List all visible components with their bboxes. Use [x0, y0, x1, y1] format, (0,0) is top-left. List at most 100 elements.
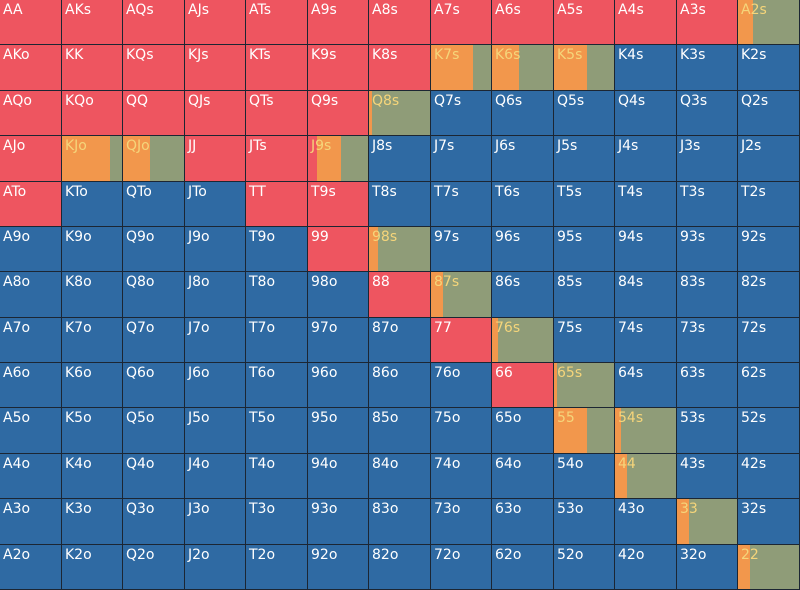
hand-cell-q5s[interactable]: Q5s — [554, 91, 615, 136]
hand-cell-64o[interactable]: 64o — [492, 454, 554, 499]
hand-cell-j6o[interactable]: J6o — [185, 363, 246, 408]
hand-cell-t3o[interactable]: T3o — [246, 499, 308, 545]
hand-cell-72s[interactable]: 72s — [738, 318, 800, 363]
hand-cell-84o[interactable]: 84o — [369, 454, 431, 499]
hand-cell-k9o[interactable]: K9o — [62, 227, 123, 272]
hand-cell-kts[interactable]: KTs — [246, 45, 308, 91]
hand-cell-93o[interactable]: 93o — [308, 499, 369, 545]
hand-cell-j5o[interactable]: J5o — [185, 408, 246, 454]
hand-cell-q4s[interactable]: Q4s — [615, 91, 677, 136]
hand-cell-95s[interactable]: 95s — [554, 227, 615, 272]
hand-cell-j6s[interactable]: J6s — [492, 136, 554, 182]
hand-cell-q9s[interactable]: Q9s — [308, 91, 369, 136]
hand-cell-97s[interactable]: 97s — [431, 227, 492, 272]
hand-cell-j7s[interactable]: J7s — [431, 136, 492, 182]
hand-cell-72o[interactable]: 72o — [431, 545, 492, 590]
hand-cell-a6o[interactable]: A6o — [0, 363, 62, 408]
hand-cell-82s[interactable]: 82s — [738, 272, 800, 318]
hand-cell-87o[interactable]: 87o — [369, 318, 431, 363]
hand-cell-64s[interactable]: 64s — [615, 363, 677, 408]
hand-cell-a8o[interactable]: A8o — [0, 272, 62, 318]
hand-cell-tt[interactable]: TT — [246, 182, 308, 227]
hand-cell-33[interactable]: 33 — [677, 499, 738, 545]
hand-cell-t6s[interactable]: T6s — [492, 182, 554, 227]
hand-cell-t5o[interactable]: T5o — [246, 408, 308, 454]
hand-cell-a2o[interactable]: A2o — [0, 545, 62, 590]
hand-cell-q6s[interactable]: Q6s — [492, 91, 554, 136]
hand-cell-q2o[interactable]: Q2o — [123, 545, 185, 590]
hand-cell-t2o[interactable]: T2o — [246, 545, 308, 590]
hand-cell-k7s[interactable]: K7s — [431, 45, 492, 91]
hand-cell-aa[interactable]: AA — [0, 0, 62, 45]
hand-cell-63s[interactable]: 63s — [677, 363, 738, 408]
hand-cell-q8o[interactable]: Q8o — [123, 272, 185, 318]
hand-cell-k4o[interactable]: K4o — [62, 454, 123, 499]
hand-cell-77[interactable]: 77 — [431, 318, 492, 363]
hand-cell-65s[interactable]: 65s — [554, 363, 615, 408]
hand-cell-76o[interactable]: 76o — [431, 363, 492, 408]
hand-cell-j4s[interactable]: J4s — [615, 136, 677, 182]
hand-cell-74o[interactable]: 74o — [431, 454, 492, 499]
hand-cell-j3o[interactable]: J3o — [185, 499, 246, 545]
hand-cell-54s[interactable]: 54s — [615, 408, 677, 454]
hand-cell-q3o[interactable]: Q3o — [123, 499, 185, 545]
hand-cell-74s[interactable]: 74s — [615, 318, 677, 363]
hand-cell-54o[interactable]: 54o — [554, 454, 615, 499]
hand-cell-k5o[interactable]: K5o — [62, 408, 123, 454]
hand-cell-a3s[interactable]: A3s — [677, 0, 738, 45]
hand-cell-kqs[interactable]: KQs — [123, 45, 185, 91]
hand-cell-65o[interactable]: 65o — [492, 408, 554, 454]
hand-cell-t8o[interactable]: T8o — [246, 272, 308, 318]
hand-cell-98s[interactable]: 98s — [369, 227, 431, 272]
hand-cell-q7s[interactable]: Q7s — [431, 91, 492, 136]
hand-cell-ako[interactable]: AKo — [0, 45, 62, 91]
hand-cell-66[interactable]: 66 — [492, 363, 554, 408]
hand-cell-aqs[interactable]: AQs — [123, 0, 185, 45]
hand-cell-k7o[interactable]: K7o — [62, 318, 123, 363]
hand-cell-99[interactable]: 99 — [308, 227, 369, 272]
hand-cell-94o[interactable]: 94o — [308, 454, 369, 499]
hand-cell-75s[interactable]: 75s — [554, 318, 615, 363]
hand-cell-k6o[interactable]: K6o — [62, 363, 123, 408]
hand-cell-83o[interactable]: 83o — [369, 499, 431, 545]
hand-cell-a6s[interactable]: A6s — [492, 0, 554, 45]
hand-cell-96s[interactable]: 96s — [492, 227, 554, 272]
hand-cell-t6o[interactable]: T6o — [246, 363, 308, 408]
hand-cell-t5s[interactable]: T5s — [554, 182, 615, 227]
hand-cell-j2s[interactable]: J2s — [738, 136, 800, 182]
hand-cell-94s[interactable]: 94s — [615, 227, 677, 272]
hand-cell-q7o[interactable]: Q7o — [123, 318, 185, 363]
hand-cell-73o[interactable]: 73o — [431, 499, 492, 545]
hand-cell-j2o[interactable]: J2o — [185, 545, 246, 590]
hand-cell-86o[interactable]: 86o — [369, 363, 431, 408]
hand-cell-53o[interactable]: 53o — [554, 499, 615, 545]
hand-cell-97o[interactable]: 97o — [308, 318, 369, 363]
hand-cell-92s[interactable]: 92s — [738, 227, 800, 272]
hand-cell-q5o[interactable]: Q5o — [123, 408, 185, 454]
hand-cell-52o[interactable]: 52o — [554, 545, 615, 590]
hand-cell-k8s[interactable]: K8s — [369, 45, 431, 91]
hand-cell-22[interactable]: 22 — [738, 545, 800, 590]
hand-cell-73s[interactable]: 73s — [677, 318, 738, 363]
hand-cell-k6s[interactable]: K6s — [492, 45, 554, 91]
hand-cell-88[interactable]: 88 — [369, 272, 431, 318]
hand-cell-ajo[interactable]: AJo — [0, 136, 62, 182]
hand-cell-32s[interactable]: 32s — [738, 499, 800, 545]
hand-cell-q6o[interactable]: Q6o — [123, 363, 185, 408]
hand-cell-t4o[interactable]: T4o — [246, 454, 308, 499]
hand-cell-aqo[interactable]: AQo — [0, 91, 62, 136]
hand-cell-t7s[interactable]: T7s — [431, 182, 492, 227]
hand-cell-98o[interactable]: 98o — [308, 272, 369, 318]
hand-cell-a9o[interactable]: A9o — [0, 227, 62, 272]
hand-cell-44[interactable]: 44 — [615, 454, 677, 499]
hand-cell-qts[interactable]: QTs — [246, 91, 308, 136]
hand-cell-k3o[interactable]: K3o — [62, 499, 123, 545]
hand-cell-43s[interactable]: 43s — [677, 454, 738, 499]
hand-cell-qto[interactable]: QTo — [123, 182, 185, 227]
hand-cell-92o[interactable]: 92o — [308, 545, 369, 590]
hand-cell-kqo[interactable]: KQo — [62, 91, 123, 136]
hand-cell-q3s[interactable]: Q3s — [677, 91, 738, 136]
hand-cell-32o[interactable]: 32o — [677, 545, 738, 590]
hand-cell-t2s[interactable]: T2s — [738, 182, 800, 227]
hand-cell-87s[interactable]: 87s — [431, 272, 492, 318]
